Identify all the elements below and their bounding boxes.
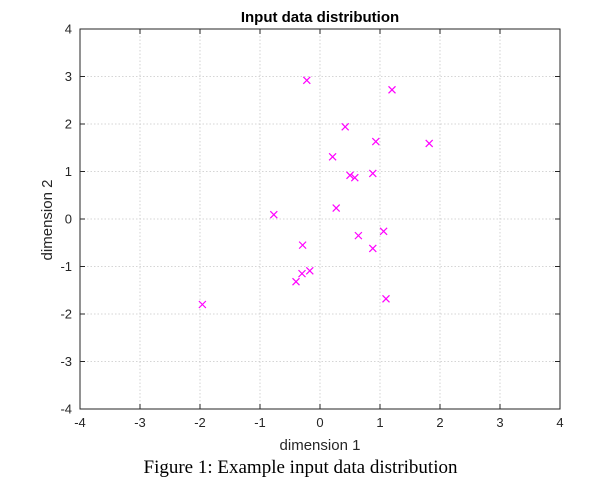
y-tick-label: 0 [65, 212, 72, 227]
x-tick-label: -3 [134, 415, 146, 430]
figure-caption: Figure 1: Example input data distributio… [143, 457, 458, 478]
data-point-marker [379, 227, 388, 236]
scatter-chart: -4 -3 -2 -1 0 1 2 3 4 -4 -3 -2 -1 0 1 2 3 4 Input data di… [39, 9, 564, 454]
y-tick-label: -1 [60, 259, 72, 274]
data-point-marker [302, 76, 311, 85]
data-point-marker [198, 300, 207, 309]
x-tick-label: -1 [254, 415, 266, 430]
x-tick-label: 1 [376, 415, 383, 430]
x-tick-label: 2 [436, 415, 443, 430]
data-point-marker [332, 204, 341, 212]
axis-ticks: -4 -3 -2 -1 0 1 2 3 4 -4 -3 -2 -1 0 1 2 3 4 [60, 22, 563, 431]
y-tick-label: 1 [65, 164, 72, 179]
data-point-marker [346, 171, 354, 180]
data-point-marker [425, 139, 434, 148]
x-tick-label: 4 [556, 415, 563, 430]
y-tick-label: 2 [65, 117, 72, 132]
data-point-marker [354, 231, 363, 240]
data-point-marker [292, 277, 300, 286]
data-point-marker [341, 122, 350, 131]
data-point-marker [298, 241, 307, 250]
grid-lines [80, 29, 560, 409]
x-tick-label: 0 [316, 415, 323, 430]
data-markers [198, 76, 434, 309]
x-tick-label: -2 [194, 415, 206, 430]
data-point-marker [298, 269, 306, 278]
y-tick-label: -4 [60, 402, 72, 417]
x-tick-label: 3 [496, 415, 503, 430]
y-tick-label: -2 [60, 307, 72, 322]
data-point-marker [382, 294, 390, 303]
x-tick-label: -4 [74, 415, 86, 430]
data-point-marker [388, 85, 396, 94]
y-axis-label: dimension 2 [39, 180, 56, 261]
data-point-marker [368, 169, 377, 178]
x-axis-label: dimension 1 [280, 437, 361, 454]
y-tick-label: 3 [65, 69, 72, 84]
y-tick-label: -3 [60, 354, 72, 369]
data-point-marker [350, 173, 359, 182]
chart-title: Input data distribution [241, 9, 399, 26]
data-point-marker [371, 137, 380, 146]
data-point-marker [269, 210, 278, 219]
data-point-marker [305, 266, 314, 275]
data-point-marker [368, 244, 377, 253]
y-tick-label: 4 [65, 22, 72, 37]
data-point-marker [328, 152, 337, 161]
